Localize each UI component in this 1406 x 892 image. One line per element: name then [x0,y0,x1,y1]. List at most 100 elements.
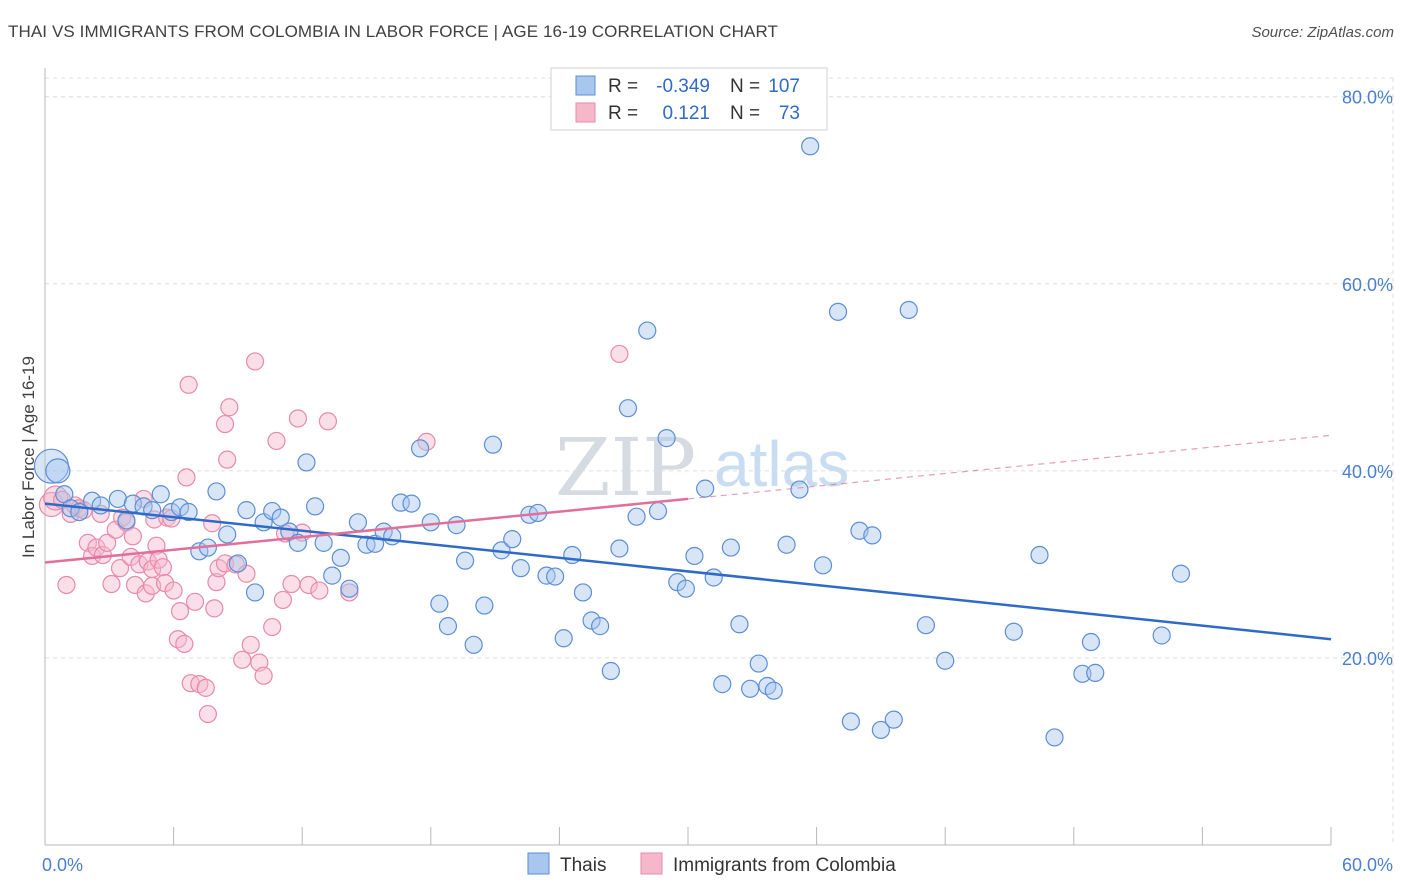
thais-point [713,675,732,694]
thais-point [777,535,796,554]
thais-point [554,629,573,648]
thais-point [764,681,783,700]
legend-n-value-thais: 107 [768,76,800,97]
thais-point [657,429,676,448]
series-legend-swatch-thais [527,852,550,875]
colombia-point [273,590,293,610]
thais-point [1045,728,1064,747]
thais-point [447,516,466,535]
thais-point [936,651,955,670]
correlation-legend: R = -0.349 N = 107 R = 0.121 N = 73 [550,67,828,131]
colombia-point [123,527,142,546]
thais-point [117,511,136,530]
thais-point [601,661,620,681]
colombia-point [207,573,226,592]
thais-point [383,527,402,546]
x-tick-labels: 0.0% 60.0% [42,855,1393,875]
colombia-point [241,635,260,654]
thais-point [801,137,820,156]
y-tick-label: 40.0% [1342,462,1393,482]
thais-point [899,300,918,320]
legend-swatch-thais [575,75,596,96]
thais-point [430,594,449,613]
thais-point [610,539,629,558]
colombia-point [267,431,286,451]
thais-point [573,583,593,602]
thais-point [314,533,333,552]
watermark: ZIP atlas [555,421,849,514]
thais-point [228,554,247,573]
y-tick-label: 60.0% [1342,275,1393,295]
colombia-point [177,468,196,487]
y-tick-label: 80.0% [1342,88,1393,108]
colombia-trend-extension [687,434,1332,500]
colombia-point [233,650,252,669]
source-credit: Source: ZipAtlas.com [1251,24,1394,41]
colombia-point [170,602,190,621]
colombia-point [87,538,106,557]
colombia-point [254,666,273,685]
thais-point [828,302,848,321]
legend-n-label-thais: N = [730,76,760,97]
thais-point [45,458,71,484]
thais-point [790,480,809,499]
thais-point [421,513,440,532]
thais-point [340,579,359,598]
colombia-point [318,412,338,431]
y-tick-labels: 20.0% 40.0% 60.0% 80.0% [1342,88,1393,669]
colombia-point [198,704,217,724]
thais-point [245,583,265,602]
colombia-point [98,533,117,552]
series-legend: Thais Immigrants from Colombia [527,852,896,876]
thais-point [108,489,127,509]
thais-point [591,617,610,636]
colombia-point [299,575,318,595]
thais-point [884,710,903,729]
colombia-point [153,558,172,577]
thais-point [207,482,226,501]
thais-point [305,497,325,516]
series-legend-label-colombia: Immigrants from Colombia [673,855,896,876]
thais-point [297,453,316,472]
watermark-atlas: atlas [714,428,849,500]
colombia-point [282,574,301,594]
thais-point [1086,663,1105,682]
trend-lines [44,434,1332,641]
thais-point [455,551,475,570]
thais-point [813,556,833,575]
colombia-point [175,634,194,653]
thais-point [331,548,350,567]
thais-point [218,525,237,544]
thais-point [170,498,190,517]
y-axis-title: In Labor Force | Age 16-19 [19,356,38,558]
legend-r-value-thais: -0.349 [656,76,710,97]
colombia-point [417,432,436,451]
thais-point [475,596,494,615]
thais-point [841,712,860,731]
series-legend-label-thais: Thais [560,855,606,876]
colombia-point [220,398,239,417]
colombia-trend-line [44,497,689,564]
colombia-point [179,375,198,394]
thais-trend-line [44,502,1332,641]
x-tick-label: 60.0% [1342,855,1393,875]
watermark-zip: ZIP [555,421,696,514]
colombia-point [164,581,183,600]
colombia-point [310,581,329,600]
thais-point [1073,664,1092,683]
thais-point [741,679,760,698]
x-tick-label: 0.0% [42,855,83,875]
thais-point [511,559,530,578]
thais-point [916,616,936,635]
colombia-point [610,344,629,364]
thais-point [676,579,695,598]
colombia-point [57,575,76,595]
colombia-point [215,414,235,434]
colombia-point [203,514,222,533]
thais-point [638,321,657,340]
thais-point [618,399,638,418]
series-legend-swatch-colombia [640,852,663,875]
thais-point [685,546,704,566]
axes [44,68,1332,846]
